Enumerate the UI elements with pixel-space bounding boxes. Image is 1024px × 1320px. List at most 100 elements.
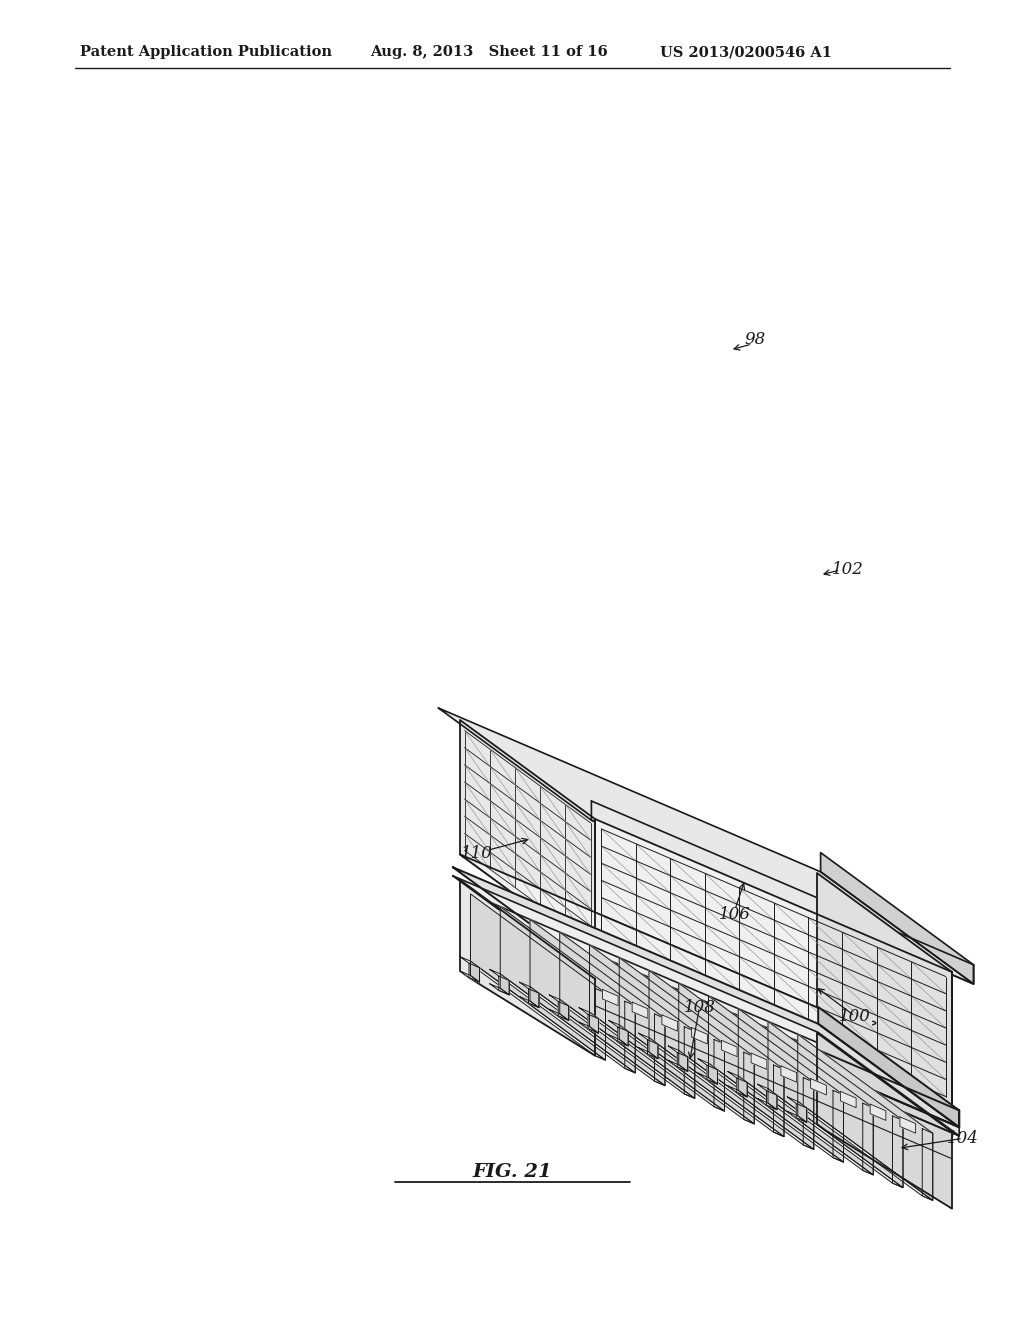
Polygon shape: [709, 995, 844, 1162]
Polygon shape: [647, 1040, 658, 1059]
Polygon shape: [797, 1104, 807, 1122]
Polygon shape: [811, 1078, 826, 1094]
Polygon shape: [594, 954, 959, 1127]
Polygon shape: [590, 945, 725, 1111]
Polygon shape: [752, 1053, 767, 1069]
Polygon shape: [798, 1101, 807, 1122]
Polygon shape: [579, 1022, 598, 1034]
Polygon shape: [698, 1059, 844, 1162]
Polygon shape: [758, 1098, 777, 1110]
Polygon shape: [470, 961, 479, 982]
Polygon shape: [608, 1035, 629, 1045]
Polygon shape: [595, 818, 952, 1106]
Polygon shape: [817, 1032, 952, 1209]
Polygon shape: [900, 1117, 915, 1133]
Polygon shape: [590, 1012, 598, 1034]
Polygon shape: [549, 995, 694, 1098]
Polygon shape: [649, 970, 784, 1137]
Polygon shape: [649, 1038, 658, 1059]
Polygon shape: [738, 1076, 748, 1097]
Polygon shape: [709, 1063, 718, 1084]
Polygon shape: [470, 894, 605, 1060]
Polygon shape: [669, 1060, 688, 1072]
Polygon shape: [863, 1104, 873, 1175]
Polygon shape: [758, 1084, 903, 1188]
Polygon shape: [489, 983, 509, 995]
Polygon shape: [870, 1104, 886, 1121]
Polygon shape: [684, 1027, 694, 1098]
Polygon shape: [579, 1007, 725, 1111]
Polygon shape: [460, 957, 605, 1060]
Text: 106: 106: [719, 906, 751, 923]
Polygon shape: [620, 1024, 629, 1045]
Polygon shape: [469, 964, 479, 982]
Polygon shape: [558, 1002, 568, 1020]
Polygon shape: [632, 1002, 648, 1019]
Polygon shape: [803, 1077, 814, 1150]
Polygon shape: [608, 1020, 755, 1123]
Text: Aug. 8, 2013   Sheet 11 of 16: Aug. 8, 2013 Sheet 11 of 16: [370, 45, 608, 59]
Polygon shape: [923, 1129, 933, 1200]
Polygon shape: [773, 1065, 784, 1137]
Polygon shape: [501, 974, 509, 995]
Text: Patent Application Publication: Patent Application Publication: [80, 45, 332, 59]
Polygon shape: [639, 1034, 784, 1137]
Polygon shape: [728, 1072, 873, 1175]
Polygon shape: [588, 1014, 598, 1034]
Polygon shape: [460, 854, 952, 1106]
Polygon shape: [662, 1015, 678, 1031]
Polygon shape: [519, 982, 665, 1085]
Text: 100: 100: [839, 1007, 871, 1024]
Polygon shape: [654, 1014, 665, 1085]
Polygon shape: [781, 1065, 797, 1082]
Polygon shape: [620, 958, 755, 1123]
Polygon shape: [787, 1097, 933, 1200]
Polygon shape: [489, 969, 635, 1073]
Polygon shape: [679, 1051, 688, 1072]
Polygon shape: [528, 989, 539, 1007]
Polygon shape: [460, 890, 952, 1142]
Polygon shape: [768, 1089, 777, 1110]
Polygon shape: [560, 999, 568, 1020]
Polygon shape: [617, 1027, 629, 1045]
Polygon shape: [499, 975, 509, 995]
Polygon shape: [595, 989, 605, 1060]
Polygon shape: [698, 1073, 718, 1084]
Polygon shape: [798, 1034, 933, 1200]
Polygon shape: [743, 1052, 755, 1123]
Polygon shape: [738, 1008, 873, 1175]
Polygon shape: [767, 1090, 777, 1110]
Polygon shape: [714, 1039, 725, 1111]
Polygon shape: [768, 1022, 903, 1188]
Polygon shape: [707, 1065, 718, 1084]
Polygon shape: [817, 1032, 952, 1142]
Polygon shape: [460, 880, 595, 989]
Polygon shape: [817, 873, 952, 1106]
Polygon shape: [560, 932, 694, 1098]
Polygon shape: [677, 1052, 688, 1072]
Polygon shape: [549, 1010, 568, 1020]
Polygon shape: [639, 1048, 658, 1059]
Polygon shape: [438, 708, 974, 983]
Text: 104: 104: [947, 1130, 979, 1147]
Polygon shape: [669, 1045, 814, 1150]
Text: FIG. 21: FIG. 21: [472, 1163, 552, 1181]
Polygon shape: [592, 801, 974, 983]
Text: US 2013/0200546 A1: US 2013/0200546 A1: [660, 45, 831, 59]
Polygon shape: [519, 997, 539, 1007]
Polygon shape: [893, 1115, 903, 1188]
Polygon shape: [460, 719, 595, 953]
Polygon shape: [841, 1092, 856, 1107]
Polygon shape: [460, 880, 595, 1056]
Polygon shape: [818, 1007, 959, 1127]
Polygon shape: [530, 986, 539, 1007]
Polygon shape: [453, 867, 959, 1127]
Polygon shape: [594, 970, 959, 1135]
Polygon shape: [721, 1040, 737, 1057]
Polygon shape: [679, 983, 814, 1150]
Polygon shape: [453, 876, 959, 1135]
Polygon shape: [501, 907, 635, 1073]
Text: 102: 102: [833, 561, 864, 578]
Text: 108: 108: [684, 999, 716, 1015]
Polygon shape: [460, 972, 479, 982]
